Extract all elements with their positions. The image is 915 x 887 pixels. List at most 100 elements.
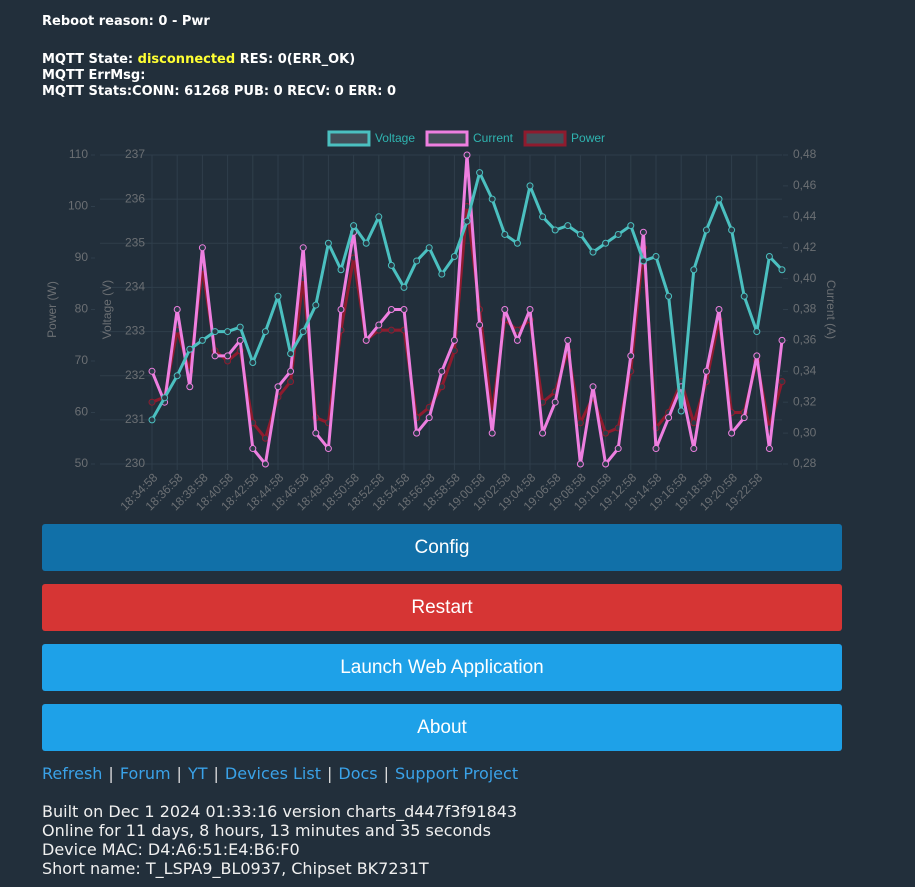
- point: [375, 213, 383, 221]
- axis-title: Current (A): [824, 280, 838, 339]
- button[interactable]: Restart: [42, 584, 842, 631]
- y-tick-label: 0,48: [793, 147, 817, 161]
- y-tick-label: 230: [125, 456, 145, 470]
- y-tick-label: 0,46: [793, 178, 817, 192]
- y-tick-label: 80: [75, 302, 89, 316]
- point: [362, 336, 370, 344]
- point: [148, 398, 156, 406]
- point: [337, 266, 345, 274]
- point: [690, 419, 698, 427]
- point: [476, 169, 484, 177]
- point: [173, 306, 181, 313]
- point: [198, 244, 206, 252]
- point: [261, 328, 269, 336]
- y-tick-label: 233: [125, 324, 145, 338]
- point: [539, 213, 547, 221]
- point: [299, 328, 307, 336]
- point: [463, 217, 471, 225]
- point: [287, 378, 295, 386]
- point: [564, 222, 572, 230]
- point: [324, 239, 332, 247]
- point: [627, 352, 635, 360]
- point: [186, 345, 194, 353]
- point: [249, 358, 257, 366]
- separator: |: [108, 764, 114, 783]
- point: [413, 257, 421, 265]
- point: [387, 261, 395, 269]
- point: [778, 336, 786, 344]
- separator: |: [176, 764, 182, 783]
- link[interactable]: Devices List: [224, 764, 321, 783]
- y-tick-label: 0,44: [793, 209, 817, 223]
- y-tick-label: 0,32: [793, 394, 817, 408]
- label: MQTT State:: [42, 52, 134, 67]
- info-line: Short name: T_LSPA9_BL0937, Chipset BK72…: [42, 859, 429, 878]
- point: [715, 306, 723, 313]
- y-tick-label: 0,42: [793, 240, 817, 254]
- point: [249, 445, 257, 453]
- point: [438, 270, 446, 278]
- point: [551, 226, 559, 234]
- point: [236, 323, 244, 331]
- point: [602, 460, 610, 468]
- point: [665, 292, 673, 300]
- point: [765, 445, 773, 453]
- button[interactable]: About: [42, 704, 842, 751]
- link[interactable]: Docs: [338, 764, 378, 783]
- button[interactable]: Config: [42, 524, 842, 571]
- point: [740, 414, 748, 422]
- axis-title: Voltage (V): [100, 280, 114, 339]
- link[interactable]: Support Project: [395, 764, 519, 783]
- point: [602, 429, 610, 437]
- point: [261, 460, 269, 468]
- point: [312, 301, 320, 309]
- y-tick-label: 235: [125, 235, 145, 249]
- y-tick-label: 237: [125, 147, 145, 161]
- point: [350, 222, 358, 230]
- point: [375, 321, 383, 329]
- mqtt-stats: MQTT Stats:CONN: 61268 PUB: 0 RECV: 0 ER…: [42, 84, 397, 99]
- point: [488, 429, 496, 437]
- link[interactable]: YT: [187, 764, 208, 783]
- point: [564, 336, 572, 344]
- point: [526, 306, 534, 313]
- point: [753, 328, 761, 336]
- y-tick-label: 50: [75, 456, 89, 470]
- point: [387, 326, 395, 334]
- point: [614, 445, 622, 453]
- point: [627, 222, 635, 230]
- point: [274, 292, 282, 300]
- point: [211, 328, 219, 336]
- point: [400, 306, 408, 313]
- point: [539, 429, 547, 437]
- button[interactable]: Launch Web Application: [42, 644, 842, 691]
- point: [513, 239, 521, 247]
- point: [614, 230, 622, 238]
- y-tick-label: 90: [75, 250, 89, 264]
- point: [425, 244, 433, 252]
- link[interactable]: Forum: [119, 764, 171, 783]
- legend-swatch: [327, 130, 371, 147]
- links: Refresh | Forum | YT | Devices List | Docs | Suppo…: [42, 764, 518, 783]
- point: [324, 445, 332, 453]
- y-tick-label: 100: [68, 199, 88, 213]
- point: [362, 239, 370, 247]
- separator: |: [383, 764, 390, 783]
- point: [261, 434, 269, 442]
- point: [413, 429, 421, 437]
- mqtt-errmsg: MQTT ErrMsg:: [42, 68, 146, 83]
- point: [513, 336, 521, 344]
- point: [728, 226, 736, 234]
- point: [450, 336, 458, 344]
- legend-label: Power: [571, 131, 605, 145]
- link[interactable]: Refresh: [42, 764, 103, 783]
- y-tick-label: 110: [69, 147, 88, 161]
- reboot-reason: Reboot reason: 0 - Pwr: [42, 14, 210, 29]
- point: [576, 230, 584, 238]
- point: [639, 257, 647, 265]
- point: [665, 414, 673, 422]
- info: Built on Dec 1 2024 01:33:16 version cha…: [42, 802, 517, 878]
- point: [211, 352, 219, 360]
- legend-swatch: [425, 130, 469, 147]
- y-tick-label: 0,36: [793, 333, 817, 347]
